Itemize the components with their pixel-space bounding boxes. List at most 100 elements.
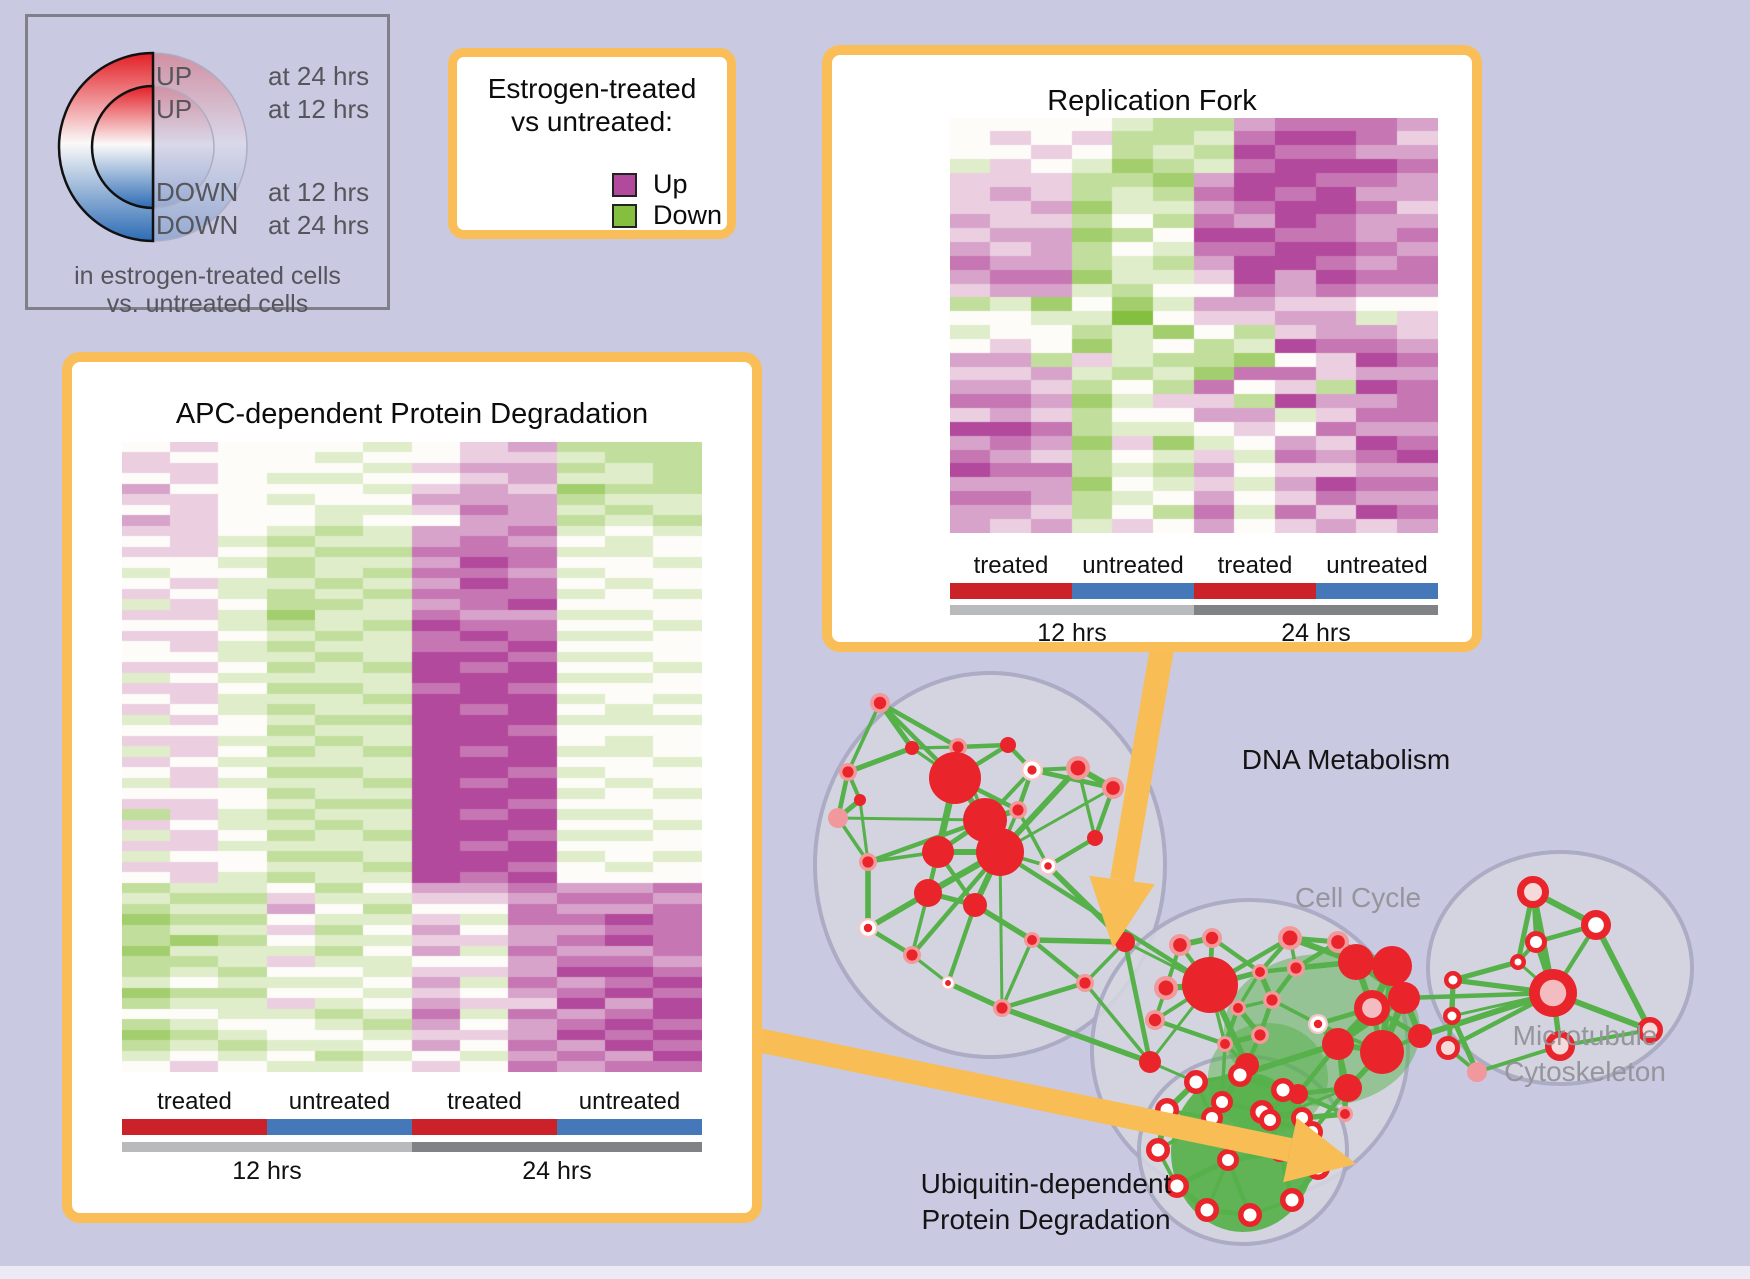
- venn-down-12-time: at 12 hrs: [268, 177, 370, 207]
- venn-down-24-time: at 24 hrs: [268, 210, 370, 240]
- network-node-35: [1338, 944, 1374, 980]
- network-edge-188: [998, 851, 1004, 1009]
- network-node-12-core: [996, 1002, 1008, 1014]
- network-node-52: [1210, 1090, 1233, 1113]
- rf-24h-bar: [1194, 605, 1438, 615]
- apc-treated-bar-12h: [122, 1119, 267, 1135]
- rf-condition-bars: [950, 583, 1438, 599]
- figure-bottom-margin: [0, 1266, 1750, 1279]
- rf-treated-bar-24h: [1194, 583, 1316, 599]
- network-edge-178: [1403, 990, 1554, 1001]
- network-node-49-core: [1255, 967, 1265, 977]
- network-node-33-core: [1282, 930, 1298, 946]
- updown-title-line2: vs untreated:: [511, 106, 673, 137]
- apc-12h-bar: [122, 1142, 412, 1152]
- annotation-arrow-shaft-1: [755, 1028, 1293, 1162]
- network-node-38-core: [1362, 998, 1382, 1018]
- ubiquitin-label-line1: Ubiquitin-dependent: [920, 1168, 1172, 1199]
- microtubule-label-line2: Cytoskeleton: [1504, 1056, 1666, 1087]
- network-node-25: [854, 794, 866, 806]
- network-node-58: [1524, 930, 1547, 953]
- replication-fork-panel: Replication Fork treated untreated treat…: [822, 45, 1482, 652]
- venn-caption-line1: in estrogen-treated cells: [74, 262, 341, 290]
- venn-up-24-label: UP: [156, 61, 193, 91]
- microtubule-label: Microtubule Cytoskeleton: [1460, 1018, 1710, 1090]
- network-node-3-core: [1106, 781, 1120, 795]
- network-node-72: [1258, 1108, 1281, 1131]
- network-node-75: [1195, 1198, 1219, 1222]
- network-edge-56: [1001, 1005, 1151, 1065]
- legend-up-row: Up: [612, 169, 688, 200]
- rf-12h-label: 12 hrs: [1037, 619, 1107, 647]
- network-node-62: [1467, 1062, 1487, 1082]
- network-node-37: [1388, 982, 1420, 1014]
- network-node-48-core: [1290, 962, 1302, 974]
- apc-condition-bars: [122, 1119, 702, 1135]
- apc-treated-bar-24h: [412, 1119, 557, 1135]
- rf-group-label-4: untreated: [1326, 552, 1428, 579]
- venn-up-24-time: at 24 hrs: [268, 61, 370, 91]
- network-node-41: [1408, 1024, 1432, 1048]
- network-edge-52: [1016, 809, 1050, 867]
- network-edge-28: [1001, 980, 1086, 1011]
- network-node-29-core: [1173, 938, 1187, 952]
- network-node-6-core: [842, 766, 854, 778]
- apc-12h-label: 12 hrs: [232, 1157, 302, 1185]
- network-edge-185: [837, 816, 986, 822]
- network-edge-30: [1030, 938, 1087, 985]
- network-edge-54: [1083, 981, 1152, 1064]
- network-node-63-core: [1539, 979, 1567, 1007]
- network-node-13-core: [1079, 977, 1091, 989]
- down-color-swatch: [612, 203, 637, 228]
- venn-up-12-label: UP: [156, 94, 193, 124]
- network-edge-142: [1593, 923, 1653, 1032]
- venn-legend-box: UP at 24 hrs UP at 12 hrs DOWN at 12 hrs…: [25, 14, 390, 318]
- network-node-61: [1436, 1036, 1460, 1060]
- network-node-20: [914, 879, 942, 907]
- apc-group-label-1: treated: [157, 1088, 232, 1115]
- network-edge-175: [1269, 1086, 1349, 1122]
- annotation-arrow-shaft-0: [1110, 611, 1180, 883]
- network-node-27: [1000, 737, 1016, 753]
- network-node-68: [1228, 1063, 1252, 1087]
- network-node-9-core: [863, 923, 873, 933]
- legend-down-row: Down: [612, 200, 722, 231]
- venn-caption-line2: vs. untreated cells: [106, 290, 309, 318]
- network-node-54-core: [1340, 1109, 1350, 1119]
- apc-time-labels: 12 hrs 24 hrs: [122, 1157, 702, 1186]
- venn-ghost-right-half: [152, 52, 248, 242]
- apc-group-label-4: untreated: [578, 1088, 681, 1115]
- ubiquitin-label: Ubiquitin-dependent Protein Degradation: [896, 1166, 1196, 1238]
- apc-untreated-bar-24h: [557, 1119, 702, 1135]
- apc-untreated-bar-12h: [267, 1119, 412, 1135]
- apc-heatmap: [122, 442, 702, 1072]
- network-node-2-core: [1070, 760, 1086, 776]
- network-node-19: [922, 836, 954, 868]
- venn-down-24-label: DOWN: [156, 210, 239, 240]
- network-node-40: [1360, 1030, 1404, 1074]
- network-node-15-core: [1012, 804, 1024, 816]
- up-label: Up: [653, 169, 688, 199]
- network-edge-68: [1154, 1017, 1226, 1047]
- apc-24h-label: 24 hrs: [522, 1157, 592, 1185]
- rf-untreated-bar-12h: [1072, 583, 1194, 599]
- network-node-7: [828, 808, 848, 828]
- network-edge-16: [847, 745, 913, 775]
- network-node-73: [1146, 1138, 1170, 1162]
- network-node-34-core: [1331, 935, 1345, 949]
- network-edge-31: [1031, 937, 1126, 945]
- replication-fork-heatmap: [950, 118, 1438, 533]
- venn-circles: [57, 51, 248, 243]
- rf-group-labels: treated untreated treated untreated: [950, 552, 1438, 580]
- network-node-16: [929, 752, 981, 804]
- annotation-arrow-head-0: [1089, 875, 1155, 948]
- network-node-76: [1238, 1203, 1262, 1227]
- rf-group-label-1: treated: [973, 552, 1049, 579]
- network-node-47-core: [1233, 1003, 1243, 1013]
- updown-title-line1: Estrogen-treated: [487, 73, 697, 104]
- network-edge-9: [1031, 767, 1114, 791]
- venn-solid-left-half: [57, 51, 155, 243]
- network-node-56: [1517, 876, 1549, 908]
- rf-24h-label: 24 hrs: [1281, 619, 1351, 647]
